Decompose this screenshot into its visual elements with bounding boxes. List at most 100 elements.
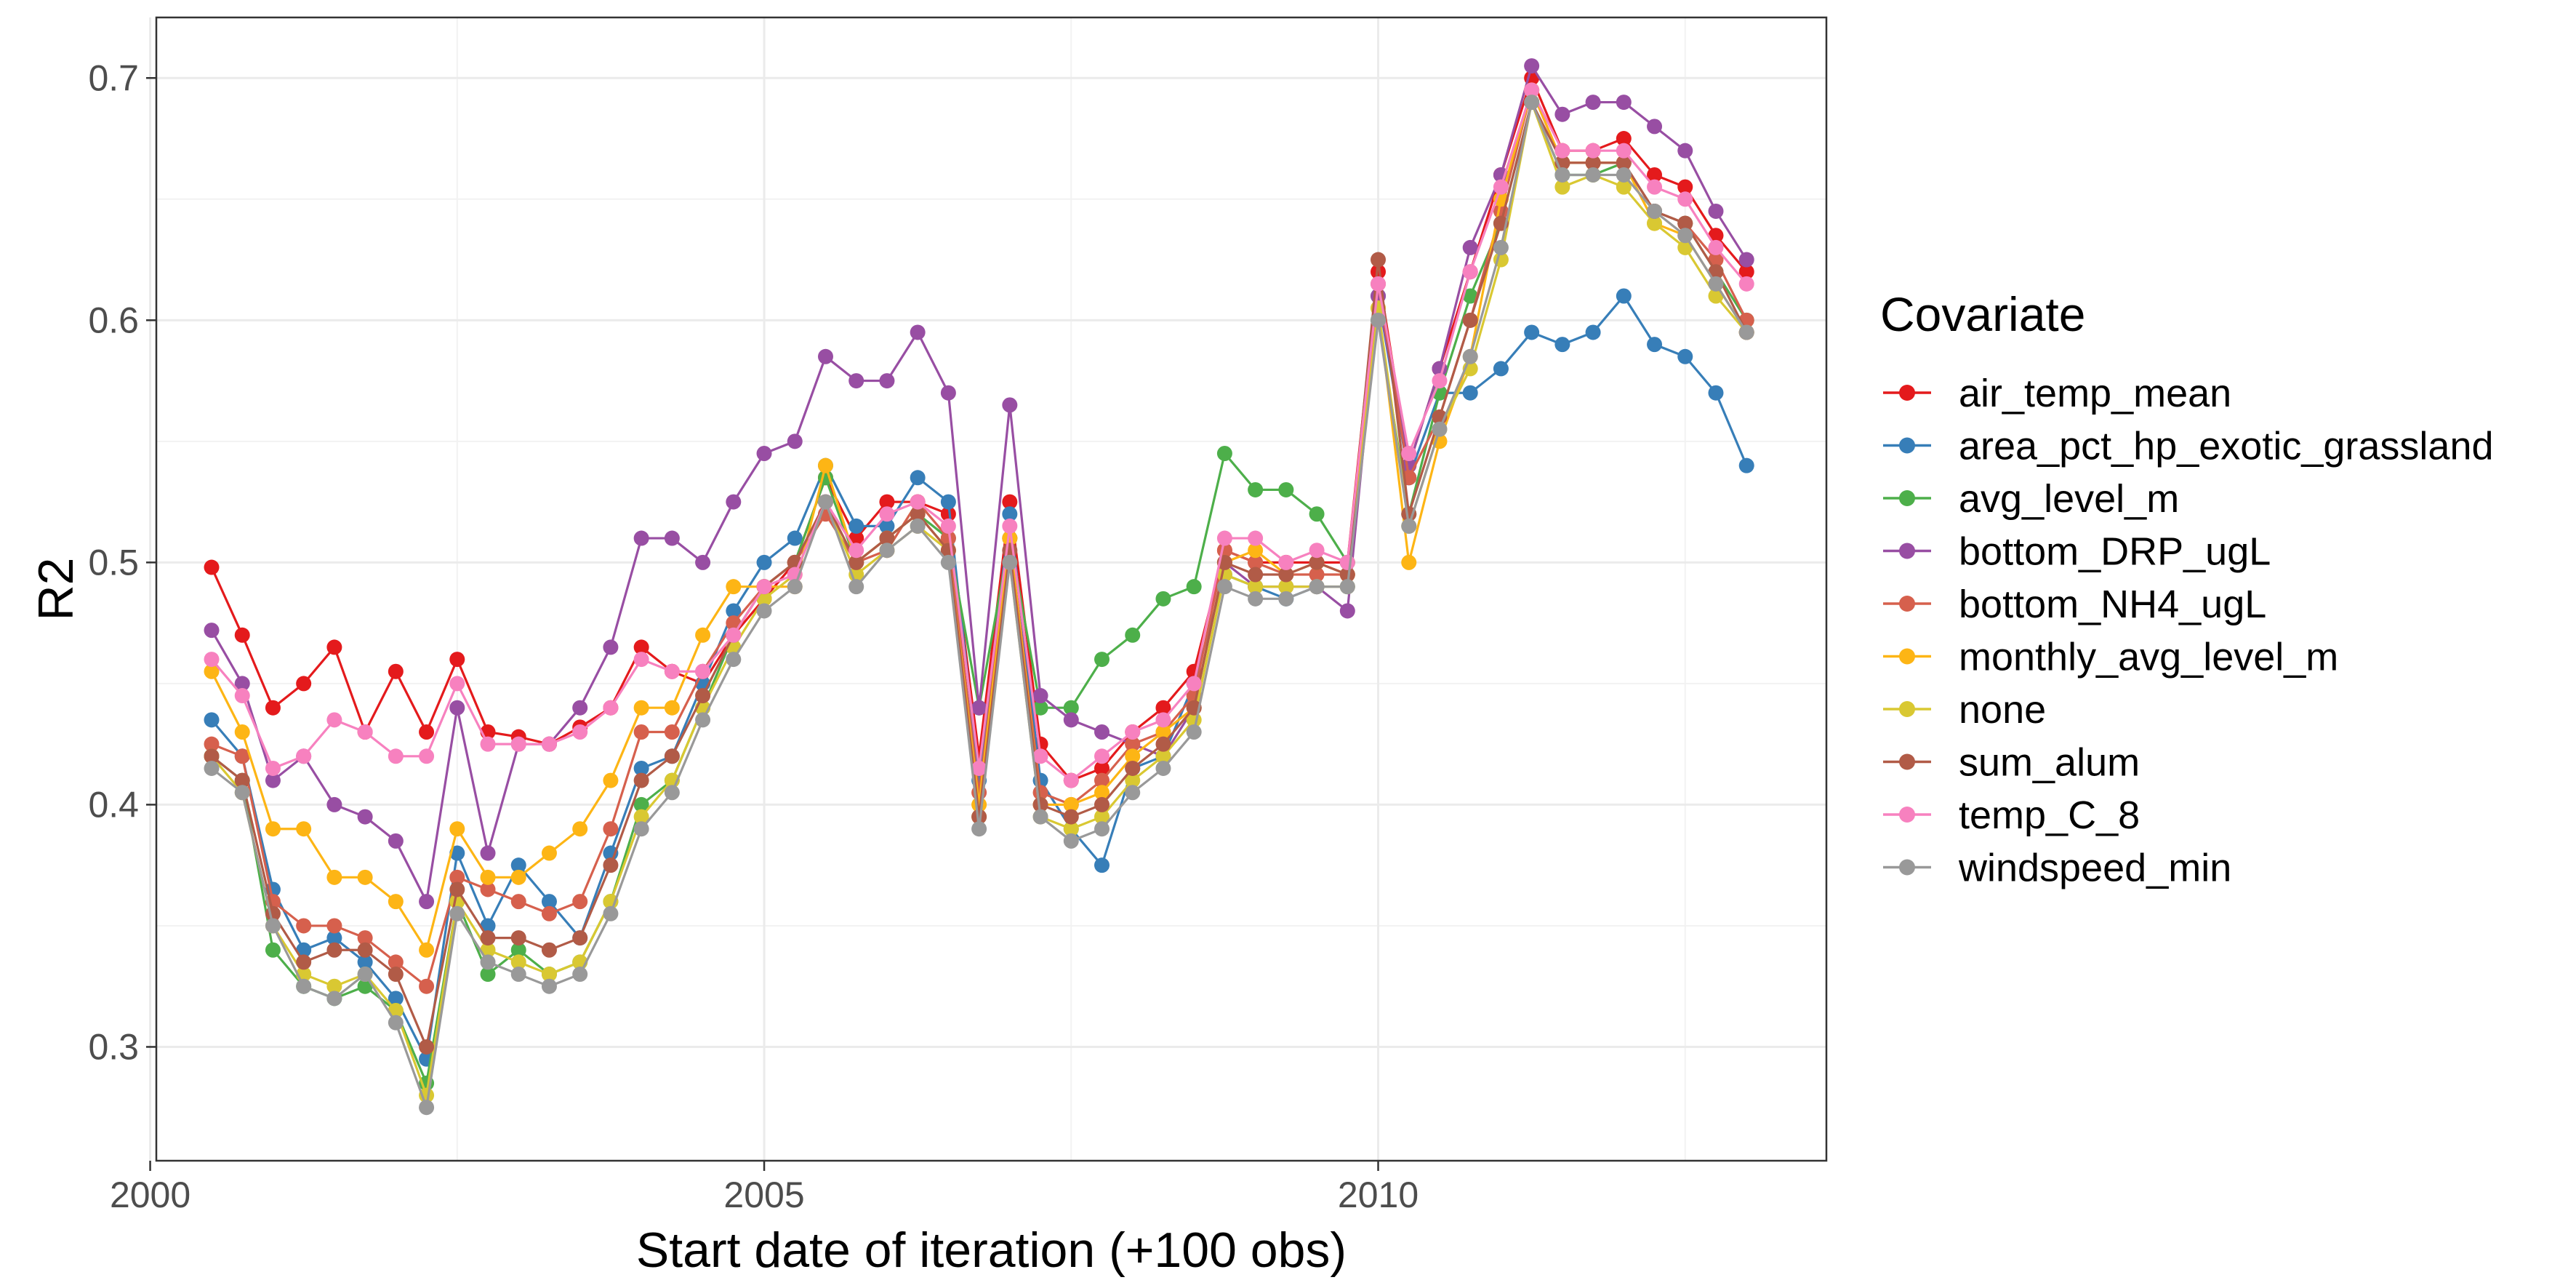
data-point [388, 833, 404, 849]
data-point [1309, 579, 1325, 595]
data-point [572, 821, 588, 837]
data-point [265, 942, 281, 958]
data-point [787, 433, 803, 449]
data-point [419, 978, 435, 994]
data-point [817, 457, 833, 473]
data-point [1708, 276, 1724, 292]
data-point [1125, 772, 1141, 788]
data-point [326, 930, 342, 946]
data-point [664, 748, 680, 764]
data-point [388, 967, 404, 983]
data-point [1616, 143, 1632, 159]
data-point [1125, 785, 1141, 801]
data-point [1585, 95, 1601, 111]
data-point [664, 700, 680, 716]
data-point [204, 736, 220, 752]
data-point [419, 724, 435, 740]
data-point [541, 967, 557, 983]
data-point [388, 748, 404, 764]
data-point [572, 700, 588, 716]
data-point [1155, 712, 1171, 728]
legend-key-point [1899, 807, 1915, 823]
data-point [449, 821, 465, 837]
data-point [1248, 567, 1264, 583]
legend-item: bottom_NH4_ugL [1883, 583, 2266, 626]
data-point [480, 918, 496, 934]
data-point [726, 603, 742, 619]
data-point [1063, 772, 1079, 788]
data-point [1493, 179, 1509, 195]
data-point [510, 894, 526, 910]
data-point [480, 736, 496, 752]
data-point [296, 942, 312, 958]
plot-panel [149, 16, 1828, 1162]
data-point [1032, 688, 1048, 704]
y-tick-label: 0.4 [88, 784, 139, 825]
data-point [326, 991, 342, 1007]
data-point [296, 676, 312, 692]
data-point [480, 942, 496, 958]
data-point [633, 700, 649, 716]
grid-minor [156, 17, 1826, 1161]
data-point [480, 954, 496, 970]
data-point [695, 554, 711, 570]
data-point [1738, 264, 1754, 280]
data-point [1738, 324, 1754, 340]
data-point [1493, 239, 1509, 255]
data-point [419, 1039, 435, 1055]
data-point [817, 348, 833, 364]
data-point [1524, 82, 1540, 98]
data-point [1094, 857, 1110, 873]
data-point [296, 978, 312, 994]
data-point [1677, 348, 1693, 364]
data-point [1063, 700, 1079, 716]
legend-key-point [1899, 753, 1915, 770]
data-point [1063, 796, 1079, 812]
data-point [1524, 324, 1540, 340]
legend-key-point [1899, 437, 1915, 454]
data-point [848, 554, 864, 570]
data-point [910, 470, 926, 486]
data-point [1155, 724, 1171, 740]
data-point [1063, 712, 1079, 728]
data-point [204, 652, 220, 668]
data-point [1677, 228, 1693, 244]
data-point [879, 373, 895, 389]
data-point [1278, 579, 1294, 595]
data-point [879, 518, 895, 534]
data-point [1309, 554, 1325, 570]
data-point [510, 967, 526, 983]
data-point [1554, 167, 1570, 183]
data-point [1094, 772, 1110, 788]
data-point [1647, 179, 1663, 195]
data-point [1647, 167, 1663, 183]
data-point [510, 954, 526, 970]
data-point [1462, 385, 1478, 401]
data-point [541, 978, 557, 994]
data-point [1155, 700, 1171, 716]
data-point [357, 978, 373, 994]
data-point [1616, 179, 1632, 195]
data-point [296, 918, 312, 934]
data-point [326, 639, 342, 655]
data-point [1309, 543, 1325, 559]
data-point [480, 967, 496, 983]
data-point [1462, 288, 1478, 304]
data-point [1002, 494, 1018, 510]
data-point [1462, 348, 1478, 364]
legend-label: bottom_NH4_ugL [1959, 583, 2266, 626]
legend-key-point [1899, 385, 1915, 401]
data-point [879, 543, 895, 559]
data-point [449, 881, 465, 897]
data-point [510, 869, 526, 885]
data-point [1309, 506, 1325, 522]
data-point [1462, 239, 1478, 255]
data-point [1186, 676, 1202, 692]
data-point [541, 905, 557, 921]
data-point [664, 530, 680, 546]
legend-item: temp_C_8 [1883, 793, 2140, 837]
data-point [1155, 591, 1171, 607]
x-tick-label: 2005 [723, 1175, 804, 1215]
data-point [910, 506, 926, 522]
data-point [756, 603, 772, 619]
